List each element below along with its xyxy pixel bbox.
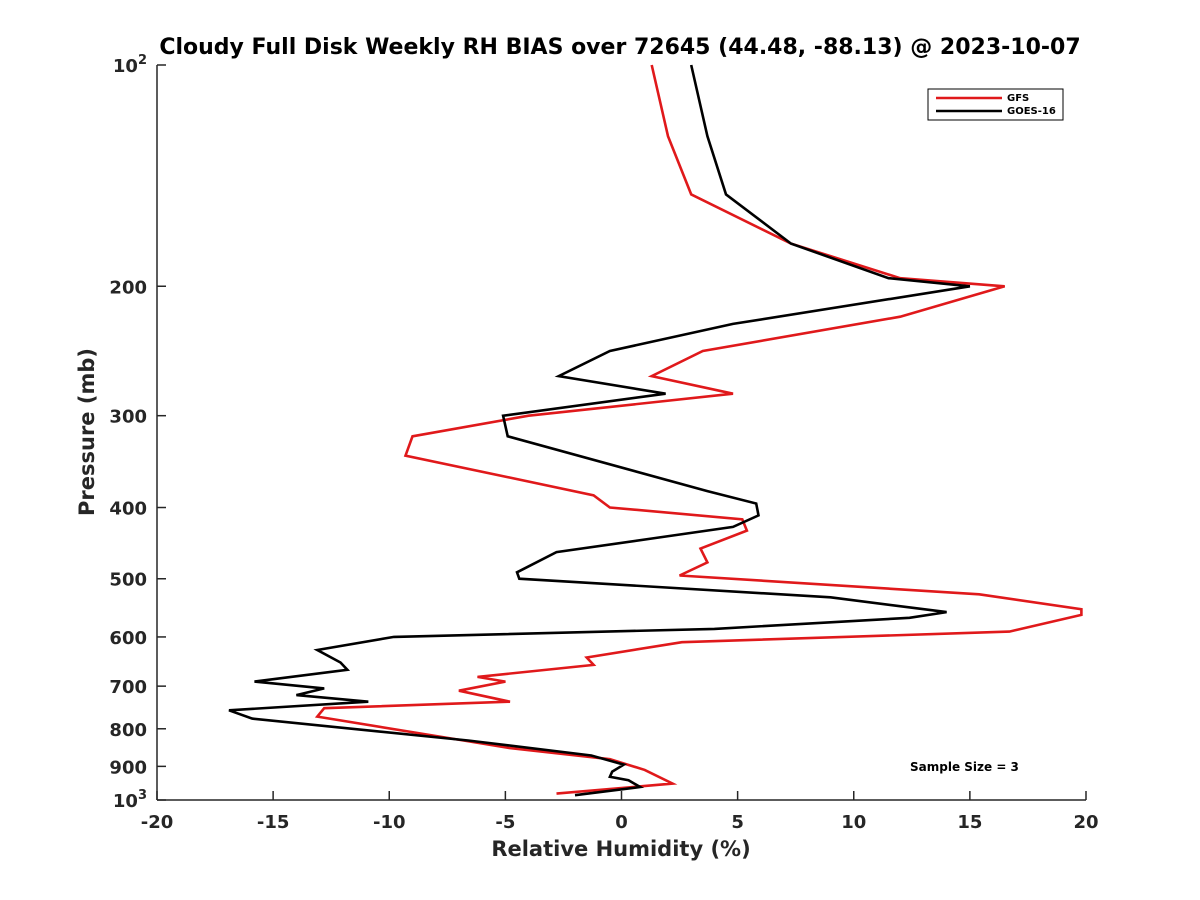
y-axis-label: Pressure (mb) bbox=[75, 348, 99, 516]
x-tick-label: -10 bbox=[373, 812, 406, 833]
legend-box bbox=[927, 88, 1064, 121]
legend: GFS GOES-16 bbox=[927, 88, 1064, 121]
series-layer bbox=[228, 64, 1083, 797]
plot-area bbox=[156, 65, 1086, 801]
x-axis-label: Relative Humidity (%) bbox=[491, 837, 750, 861]
y-axis-ticks: 102 200 300 400 500 600 700 800 900 103 bbox=[109, 53, 166, 812]
y-tick-label: 900 bbox=[109, 757, 147, 778]
series-line-goes-16 bbox=[228, 64, 971, 797]
legend-label-goes-16: GOES-16 bbox=[1007, 106, 1056, 117]
y-tick-label: 300 bbox=[109, 407, 147, 428]
x-tick-label: 0 bbox=[615, 812, 628, 833]
x-tick-label: -5 bbox=[495, 812, 515, 833]
y-tick-label: 103 bbox=[113, 788, 147, 812]
y-tick-label: 600 bbox=[109, 628, 147, 649]
y-tick-label: 500 bbox=[109, 570, 147, 591]
x-tick-label: 20 bbox=[1073, 812, 1098, 833]
y-tick-label: 102 bbox=[113, 53, 147, 77]
y-tick-label: 800 bbox=[109, 720, 147, 741]
y-tick-label: 200 bbox=[109, 277, 147, 298]
series-line-gfs bbox=[314, 64, 1083, 795]
sample-size-annotation: Sample Size = 3 bbox=[910, 760, 1019, 774]
y-tick-label: 400 bbox=[109, 499, 147, 520]
x-tick-label: -15 bbox=[257, 812, 290, 833]
x-tick-label: -20 bbox=[141, 812, 174, 833]
x-tick-label: 5 bbox=[731, 812, 744, 833]
x-tick-label: 10 bbox=[841, 812, 866, 833]
legend-label-gfs: GFS bbox=[1007, 93, 1029, 104]
x-tick-label: 15 bbox=[957, 812, 982, 833]
x-axis-ticks: -20 -15 -10 -5 0 5 10 15 20 bbox=[141, 791, 1099, 833]
chart-title: Cloudy Full Disk Weekly RH BIAS over 726… bbox=[159, 35, 1080, 60]
y-tick-label: 700 bbox=[109, 677, 147, 698]
